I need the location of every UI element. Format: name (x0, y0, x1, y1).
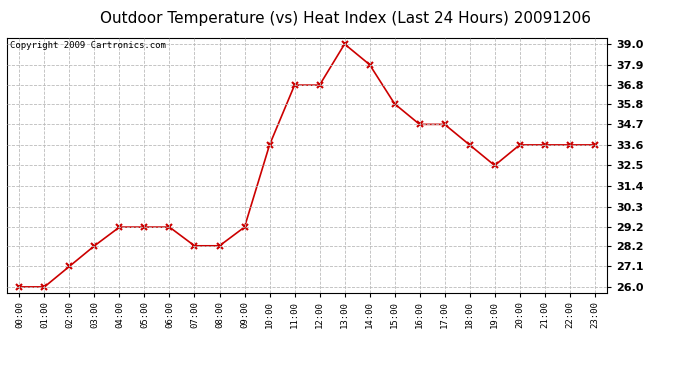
Text: Outdoor Temperature (vs) Heat Index (Last 24 Hours) 20091206: Outdoor Temperature (vs) Heat Index (Las… (99, 11, 591, 26)
Text: Copyright 2009 Cartronics.com: Copyright 2009 Cartronics.com (10, 41, 166, 50)
